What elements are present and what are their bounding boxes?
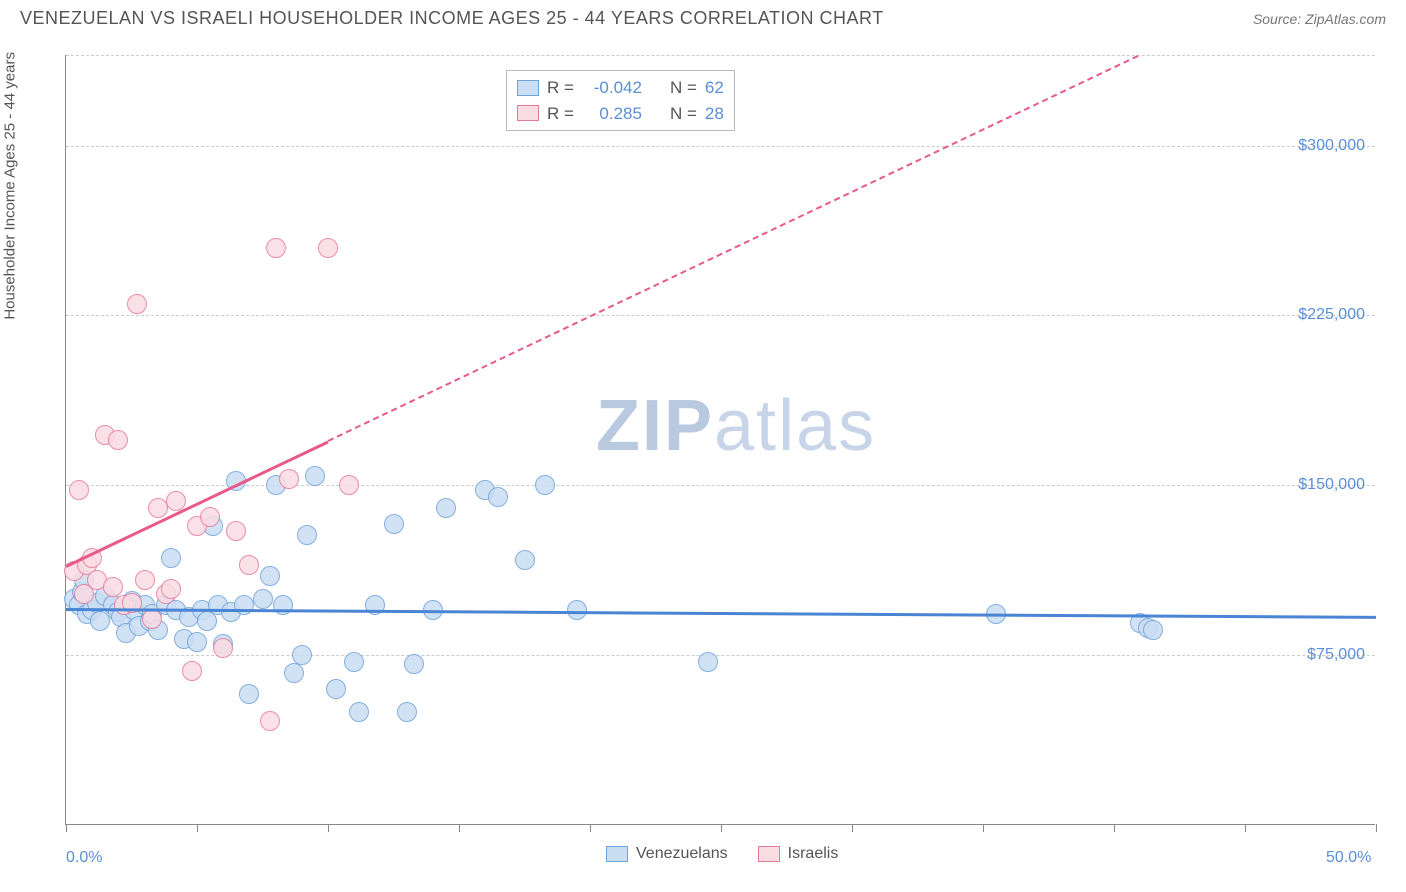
data-point xyxy=(200,507,220,527)
gridline xyxy=(66,485,1375,486)
gridline xyxy=(66,655,1375,656)
data-point xyxy=(344,652,364,672)
legend-swatch xyxy=(517,80,539,96)
data-point xyxy=(239,555,259,575)
x-tick xyxy=(983,824,984,832)
x-axis-label: 0.0% xyxy=(66,849,102,867)
data-point xyxy=(284,663,304,683)
y-tick-label: $300,000 xyxy=(1298,137,1365,155)
data-point xyxy=(279,469,299,489)
data-point xyxy=(273,595,293,615)
gridline xyxy=(66,146,1375,147)
data-point xyxy=(318,238,338,258)
data-point xyxy=(339,475,359,495)
data-point xyxy=(260,711,280,731)
data-point xyxy=(161,579,181,599)
x-tick xyxy=(590,824,591,832)
trendline xyxy=(66,608,1376,618)
legend-swatch xyxy=(758,846,780,862)
x-tick xyxy=(1376,824,1377,832)
legend-item: Israelis xyxy=(758,845,839,863)
series-legend: Venezuelans Israelis xyxy=(606,845,838,863)
data-point xyxy=(436,498,456,518)
x-tick xyxy=(1245,824,1246,832)
x-tick xyxy=(66,824,67,832)
correlation-legend: R =-0.042N =62R =0.285N =28 xyxy=(506,70,735,131)
trendline xyxy=(65,440,328,567)
legend-swatch xyxy=(517,105,539,121)
x-tick xyxy=(1114,824,1115,832)
x-tick xyxy=(459,824,460,832)
data-point xyxy=(253,589,273,609)
data-point xyxy=(384,514,404,534)
gridline xyxy=(66,55,1375,56)
chart-container: Householder Income Ages 25 - 44 years ZI… xyxy=(20,45,1386,845)
data-point xyxy=(239,684,259,704)
data-point xyxy=(397,702,417,722)
data-point xyxy=(488,487,508,507)
data-point xyxy=(326,679,346,699)
data-point xyxy=(161,548,181,568)
data-point xyxy=(135,570,155,590)
legend-label: Venezuelans xyxy=(636,845,728,863)
x-tick xyxy=(721,824,722,832)
chart-title: VENEZUELAN VS ISRAELI HOUSEHOLDER INCOME… xyxy=(20,8,884,29)
data-point xyxy=(349,702,369,722)
legend-label: Israelis xyxy=(788,845,839,863)
watermark: ZIPatlas xyxy=(596,385,876,467)
data-point xyxy=(182,661,202,681)
data-point xyxy=(567,600,587,620)
data-point xyxy=(404,654,424,674)
legend-swatch xyxy=(606,846,628,862)
data-point xyxy=(234,595,254,615)
data-point xyxy=(142,609,162,629)
x-axis-label: 50.0% xyxy=(1326,849,1371,867)
y-tick-label: $75,000 xyxy=(1307,646,1365,664)
x-tick xyxy=(852,824,853,832)
data-point xyxy=(305,466,325,486)
x-tick xyxy=(328,824,329,832)
legend-item: Venezuelans xyxy=(606,845,728,863)
data-point xyxy=(148,498,168,518)
data-point xyxy=(187,632,207,652)
plot-area: ZIPatlas $75,000 $150,000 $225,000 $300,000… xyxy=(65,55,1375,825)
data-point xyxy=(103,577,123,597)
data-point xyxy=(535,475,555,495)
y-tick-label: $225,000 xyxy=(1298,306,1365,324)
x-tick xyxy=(197,824,198,832)
data-point xyxy=(266,238,286,258)
data-point xyxy=(515,550,535,570)
data-point xyxy=(698,652,718,672)
data-point xyxy=(226,521,246,541)
data-point xyxy=(260,566,280,586)
source-attribution: Source: ZipAtlas.com xyxy=(1253,11,1386,27)
data-point xyxy=(297,525,317,545)
data-point xyxy=(69,480,89,500)
data-point xyxy=(213,638,233,658)
data-point xyxy=(1143,620,1163,640)
y-axis-label: Householder Income Ages 25 - 44 years xyxy=(2,52,19,320)
data-point xyxy=(127,294,147,314)
data-point xyxy=(108,430,128,450)
data-point xyxy=(292,645,312,665)
y-tick-label: $150,000 xyxy=(1298,476,1365,494)
data-point xyxy=(90,611,110,631)
gridline xyxy=(66,315,1375,316)
